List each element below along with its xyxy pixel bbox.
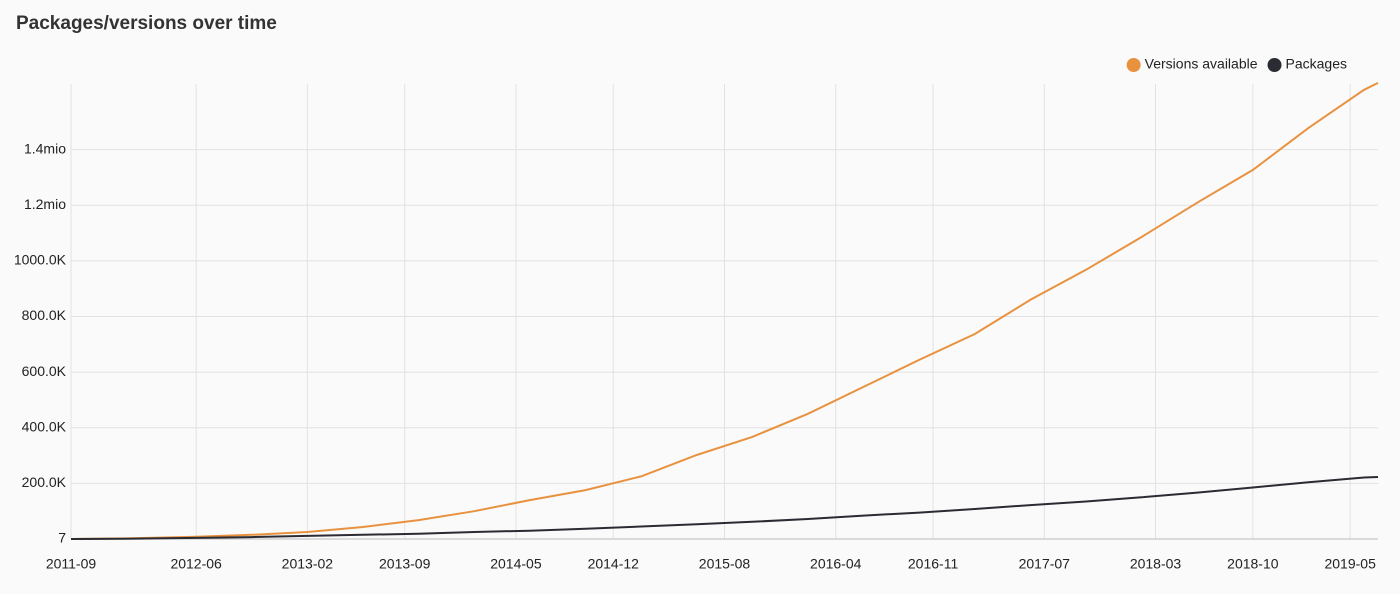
legend-marker — [1267, 58, 1282, 72]
y-tick-label: 1000.0K — [14, 252, 67, 268]
x-tick-label: 2011-09 — [46, 556, 97, 572]
x-tick-label: 2019-05 — [1324, 556, 1376, 572]
x-tick-label: 2018-03 — [1130, 556, 1182, 572]
x-tick-label: 2018-10 — [1227, 556, 1279, 572]
y-tick-label: 1.2mio — [24, 196, 66, 212]
y-tick-label: 800.0K — [22, 307, 67, 323]
series-line — [70, 476, 1379, 540]
y-tick-label: 400.0K — [22, 418, 67, 434]
x-tick-label: 2015-08 — [699, 556, 751, 572]
x-tick-label: 2013-02 — [282, 556, 334, 572]
x-tick-label: 2016-11 — [908, 556, 959, 572]
series-line — [70, 82, 1379, 540]
legend-marker — [1126, 58, 1141, 72]
x-tick-label: 2016-04 — [810, 556, 862, 572]
x-tick-label: 2017-07 — [1019, 556, 1071, 572]
legend-label: Versions available — [1145, 56, 1258, 72]
x-tick-label: 2012-06 — [170, 556, 222, 572]
x-tick-label: 2014-05 — [490, 556, 542, 572]
y-tick-label: 1.4mio — [24, 140, 66, 156]
legend-label: Packages — [1286, 56, 1347, 72]
chart-title: Packages/versions over time — [16, 13, 277, 34]
x-tick-label: 2013-09 — [379, 556, 431, 572]
y-tick-label: 7 — [58, 530, 66, 546]
x-tick-label: 2014-12 — [588, 556, 640, 572]
y-tick-label: 200.0K — [22, 474, 67, 490]
y-tick-label: 600.0K — [22, 363, 67, 379]
